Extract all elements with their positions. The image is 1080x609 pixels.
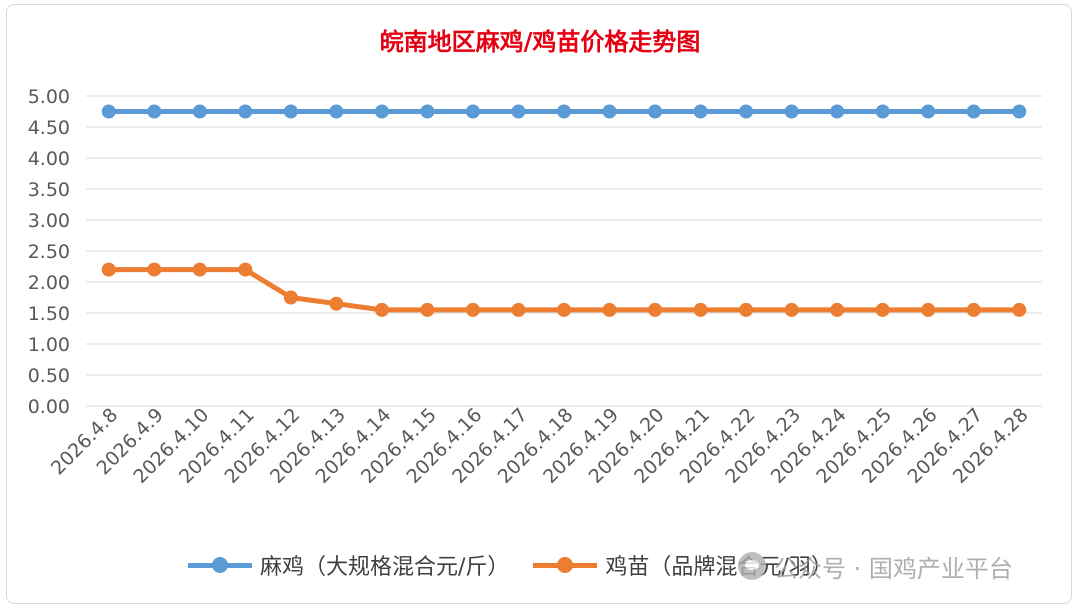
legend-item-series-2: 鸡苗（品牌混合元/羽）: [533, 549, 833, 581]
legend-swatch-series-1: [188, 556, 252, 574]
data-point: [329, 104, 344, 119]
data-point: [374, 302, 389, 317]
y-tick-label: 4.00: [28, 148, 70, 170]
data-point: [648, 302, 663, 317]
y-tick-label: 0.00: [28, 396, 70, 418]
y-axis-ticks: 0.00 0.50 1.00 1.50 2.00 2.50 3.00 3.50 4.00 4.50…: [28, 86, 70, 418]
y-tick-label: 3.00: [28, 210, 70, 232]
watermark-text: 公众号 · 国鸡产业平台: [774, 554, 1013, 583]
y-tick-label: 3.50: [28, 179, 70, 201]
data-point: [420, 302, 435, 317]
data-point: [602, 302, 617, 317]
data-point: [557, 302, 571, 317]
data-point: [147, 104, 162, 119]
data-point: [511, 104, 526, 119]
data-point: [465, 104, 480, 119]
data-point: [283, 290, 298, 305]
gridlines: [86, 95, 1042, 407]
y-tick-label: 5.00: [28, 86, 70, 108]
x-axis-ticks: 2026.4.82026.4.92026.4.102026.4.112026.4…: [47, 404, 1033, 488]
data-point: [465, 302, 480, 317]
data-point: [739, 104, 754, 119]
data-point: [1012, 302, 1027, 317]
chart-legend: 麻鸡（大规格混合元/斤） 鸡苗（品牌混合元/羽）: [188, 548, 857, 582]
legend-label-series-1: 麻鸡（大规格混合元/斤）: [260, 555, 510, 580]
data-point: [875, 104, 890, 119]
data-point: [966, 302, 981, 317]
y-tick-label: 2.00: [28, 272, 70, 294]
y-tick-label: 1.00: [28, 334, 70, 356]
data-point: [238, 104, 253, 119]
y-tick-label: 0.50: [28, 365, 70, 387]
data-point: [921, 104, 936, 119]
chart-frame: [6, 4, 1072, 604]
data-point: [101, 262, 116, 277]
data-point: [420, 104, 435, 119]
data-point: [693, 104, 708, 119]
data-point: [238, 262, 253, 277]
y-tick-label: 1.50: [28, 303, 70, 325]
data-point: [511, 302, 526, 317]
data-point: [830, 104, 845, 119]
data-point: [693, 302, 708, 317]
data-point: [557, 104, 571, 119]
data-point: [101, 104, 116, 119]
watermark: 公众号 · 国鸡产业平台: [738, 548, 1013, 584]
data-point: [921, 302, 936, 317]
series-layer: [101, 104, 1027, 317]
data-point: [147, 262, 162, 277]
legend-label-series-2: 鸡苗（品牌混合元/羽）: [605, 555, 833, 580]
data-point: [1012, 104, 1027, 119]
legend-marker-series-1: [212, 557, 228, 573]
data-point: [192, 104, 207, 119]
data-point: [875, 302, 890, 317]
data-point: [283, 104, 298, 119]
data-point: [739, 302, 754, 317]
data-point: [329, 296, 344, 311]
y-tick-label: 4.50: [28, 117, 70, 139]
data-point: [648, 104, 663, 119]
legend-swatch-series-2: [533, 556, 598, 574]
data-point: [966, 104, 981, 119]
data-point: [374, 104, 389, 119]
data-point: [830, 302, 845, 317]
data-point: [784, 302, 799, 317]
data-point: [784, 104, 799, 119]
legend-item-series-1: 麻鸡（大规格混合元/斤）: [188, 549, 509, 581]
y-tick-label: 2.50: [28, 241, 70, 263]
chart-title: 皖南地区麻鸡/鸡苗价格走势图: [379, 27, 701, 56]
data-point: [192, 262, 207, 277]
wechat-icon: [738, 552, 766, 580]
data-point: [602, 104, 617, 119]
legend-marker-series-2: [557, 557, 574, 573]
